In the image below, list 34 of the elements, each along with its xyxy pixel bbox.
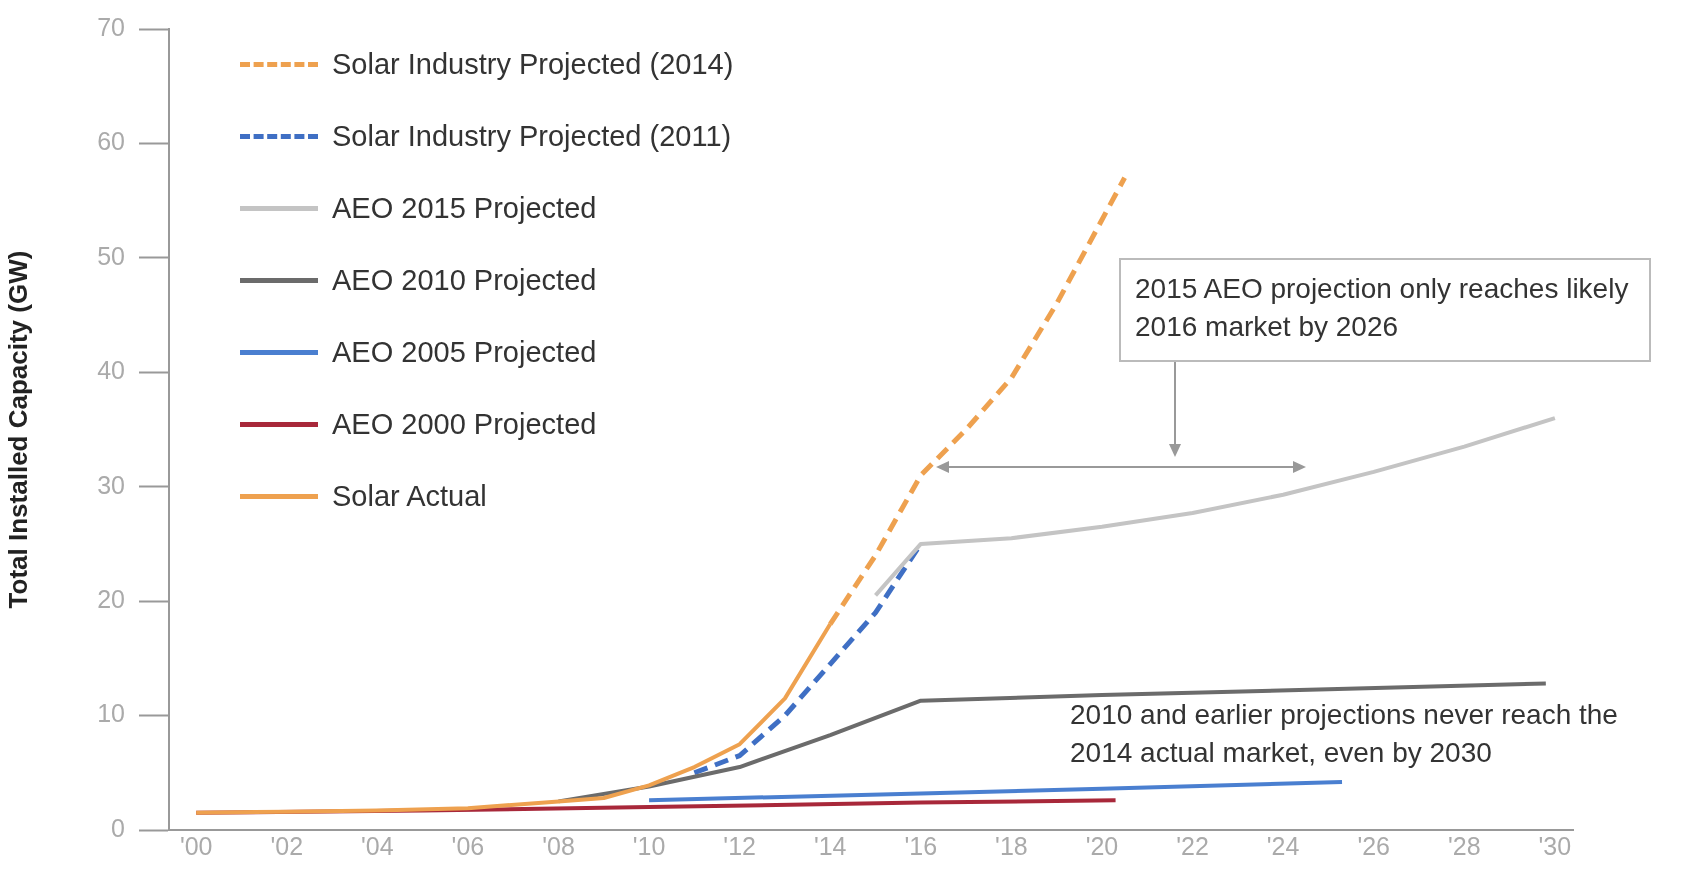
y-tick-label: 20 xyxy=(97,585,125,614)
annotation: 2010 and earlier projections never reach the 2014 actual market, even by 2030 xyxy=(1070,698,1619,770)
legend-label: AEO 2015 Projected xyxy=(332,191,597,225)
y-tick-label: 0 xyxy=(111,813,125,842)
legend-label: Solar Actual xyxy=(332,479,487,513)
legend-label: AEO 2010 Projected xyxy=(332,263,597,297)
x-tick-label: '00 xyxy=(179,831,213,860)
y-axis-title: Total Installed Capacity (GW) xyxy=(2,250,33,609)
y-tick-label: 10 xyxy=(97,699,125,728)
y-tick-label: 50 xyxy=(97,241,125,270)
y-tick-label: 60 xyxy=(97,127,125,156)
x-tick-label: '30 xyxy=(1538,831,1572,860)
legend-label: Solar Industry Projected (2014) xyxy=(332,47,734,81)
x-tick-label: '18 xyxy=(995,831,1028,860)
x-tick-label: '28 xyxy=(1448,831,1481,860)
x-tick-label: '26 xyxy=(1357,831,1391,860)
x-tick-label: '04 xyxy=(361,831,394,860)
y-tick-label: 40 xyxy=(97,356,125,385)
annotation: 2015 AEO projection only reaches likely 2016 market by 2026 xyxy=(1119,258,1651,362)
x-tick-label: '22 xyxy=(1176,831,1209,860)
legend-label: AEO 2000 Projected xyxy=(332,407,597,441)
x-tick-label: '12 xyxy=(723,831,756,860)
y-tick-label: 30 xyxy=(97,470,125,499)
y-tick-label: 70 xyxy=(97,12,125,41)
legend-label: AEO 2005 Projected xyxy=(332,335,597,369)
x-tick-label: '16 xyxy=(904,831,938,860)
x-tick-label: '08 xyxy=(542,831,575,860)
x-tick-label: '24 xyxy=(1266,831,1300,860)
x-tick-label: '02 xyxy=(270,831,304,860)
x-tick-label: '14 xyxy=(813,831,847,860)
legend-label: Solar Industry Projected (2011) xyxy=(332,119,732,153)
x-tick-label: '06 xyxy=(451,831,485,860)
x-tick-label: '20 xyxy=(1085,831,1119,860)
x-tick-label: '10 xyxy=(632,831,666,860)
